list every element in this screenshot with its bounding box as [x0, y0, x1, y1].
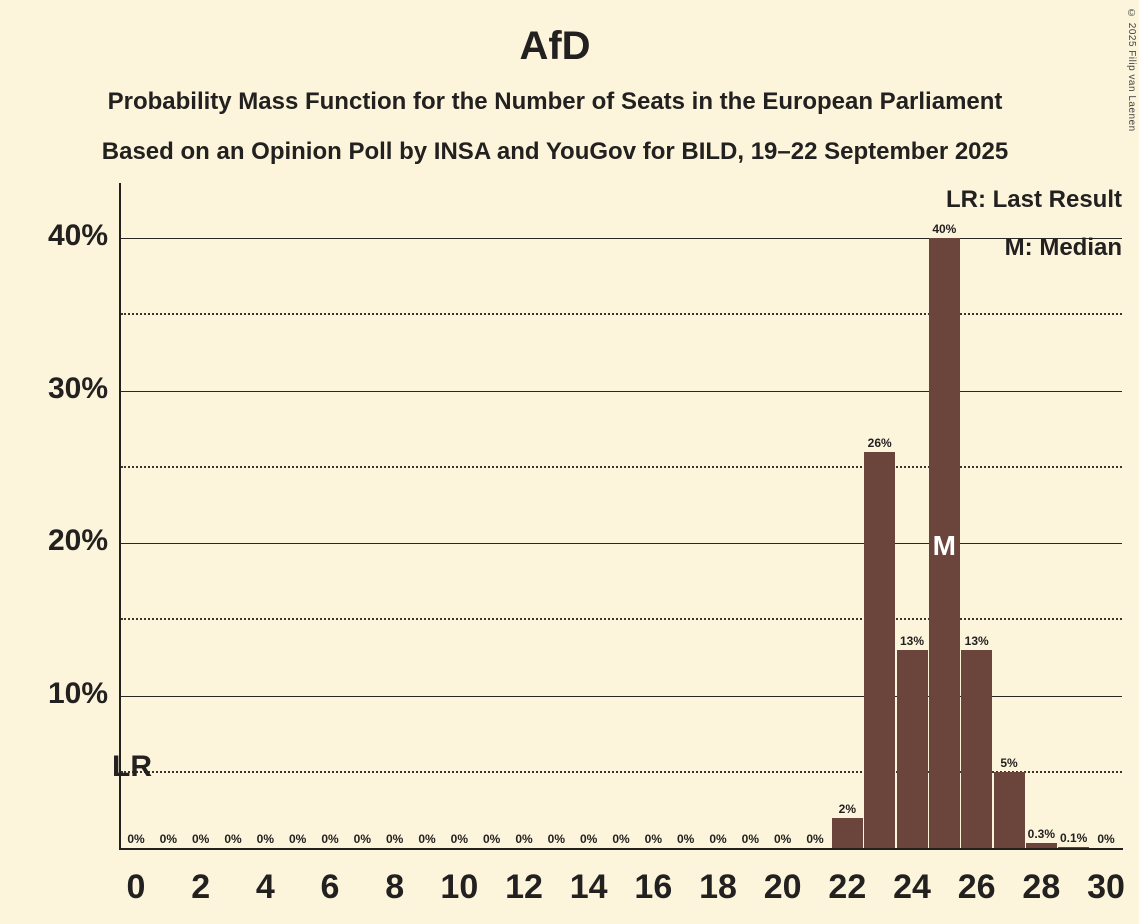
bar-value-label-seat-23: 26%	[867, 435, 892, 450]
y-tick-label: 10%	[47, 676, 108, 710]
bar-seat-26	[961, 649, 993, 848]
bar-value-label-seat-9: 0%	[418, 832, 436, 846]
x-tick-label: 20	[763, 868, 802, 906]
gridline-solid-10	[121, 695, 1122, 697]
bar-value-label-seat-19: 0%	[741, 832, 759, 846]
y-tick-label: 20%	[47, 524, 108, 557]
bar-seat-24	[896, 649, 928, 848]
x-tick-label: 22	[828, 868, 867, 906]
bar-value-label-seat-17: 0%	[676, 832, 695, 846]
gridline-dotted-35	[121, 313, 1122, 316]
gridline-solid-40	[121, 238, 1122, 239]
x-tick-label: 12	[505, 868, 543, 906]
bar-value-label-seat-0: 0%	[127, 832, 145, 846]
bar-value-label-seat-10: 0%	[450, 832, 468, 846]
gridline-solid-20	[121, 543, 1122, 544]
bar-value-label-seat-3: 0%	[224, 832, 242, 846]
bar-value-label-seat-4: 0%	[256, 832, 274, 846]
gridline-dotted-5	[121, 770, 1122, 773]
x-tick-label: 16	[634, 868, 673, 906]
x-tick-label: 10	[440, 868, 479, 906]
bar-value-label-seat-11: 0%	[482, 832, 501, 846]
x-tick-label: 28	[1022, 868, 1061, 906]
x-tick-label: 30	[1087, 868, 1125, 906]
x-tick-label: 0	[126, 868, 146, 906]
legend-last-result: LR: Last Result	[945, 186, 1122, 213]
y-tick-label: 30%	[47, 371, 108, 405]
bar-seat-29	[1058, 846, 1090, 848]
x-tick-label: 14	[569, 868, 608, 906]
x-tick-label: 18	[699, 868, 737, 906]
copyright-notice: © 2025 Filip van Laenen	[1126, 8, 1137, 132]
x-tick-label: 24	[893, 868, 931, 906]
x-tick-label: 8	[385, 868, 405, 906]
bar-value-label-seat-16: 0%	[644, 832, 662, 846]
bar-value-label-seat-12: 0%	[515, 832, 533, 846]
bar-value-label-seat-18: 0%	[709, 832, 727, 846]
bar-value-label-seat-8: 0%	[385, 832, 404, 846]
bar-value-label-seat-22: 2%	[838, 801, 856, 816]
bar-value-label-seat-21: 0%	[806, 832, 824, 846]
x-tick-label: 26	[957, 868, 996, 906]
chart-subtitle: Probability Mass Function for the Number…	[107, 88, 1003, 115]
bar-value-label-seat-7: 0%	[353, 832, 371, 846]
bar-value-label-seat-2: 0%	[191, 832, 210, 846]
x-tick-label: 2	[191, 868, 211, 906]
x-tick-label: 6	[320, 868, 340, 906]
bar-value-label-seat-6: 0%	[321, 832, 339, 846]
bar-value-label-seat-1: 0%	[159, 832, 177, 846]
y-axis-line	[119, 183, 121, 849]
bar-value-label-seat-5: 0%	[288, 832, 307, 846]
bar-value-label-seat-13: 0%	[547, 832, 565, 846]
gridline-dotted-15	[121, 618, 1122, 621]
last-result-marker-label: LR	[112, 750, 152, 783]
bar-value-label-seat-15: 0%	[612, 832, 630, 846]
bar-value-label-seat-20: 0%	[773, 832, 792, 846]
bar-seat-22	[831, 817, 863, 848]
bar-seat-23	[864, 451, 896, 848]
bar-value-label-seat-28: 0.3%	[1027, 827, 1055, 842]
chart-title: AfD	[519, 24, 591, 68]
bar-seat-28	[1025, 843, 1057, 848]
x-tick-label: 4	[255, 868, 275, 906]
bar-value-label-seat-14: 0%	[579, 832, 598, 846]
chart-subtitle-source: Based on an Opinion Poll by INSA and You…	[101, 138, 1009, 165]
bar-seat-25	[928, 238, 960, 848]
bar-seat-27	[993, 771, 1025, 848]
gridline-solid-30	[121, 390, 1122, 392]
gridline-dotted-25	[121, 465, 1122, 468]
bar-value-label-seat-30: 0%	[1097, 832, 1115, 846]
x-axis-line	[119, 848, 1123, 850]
bar-value-label-seat-25: 40%	[932, 222, 957, 236]
bar-value-label-seat-24: 13%	[899, 633, 925, 648]
bar-value-label-seat-29: 0.1%	[1059, 830, 1088, 845]
bar-value-label-seat-26: 13%	[964, 633, 989, 648]
bar-value-label-seat-27: 5%	[1000, 755, 1018, 770]
y-tick-label: 40%	[47, 219, 108, 252]
median-marker-label: M	[932, 530, 956, 561]
